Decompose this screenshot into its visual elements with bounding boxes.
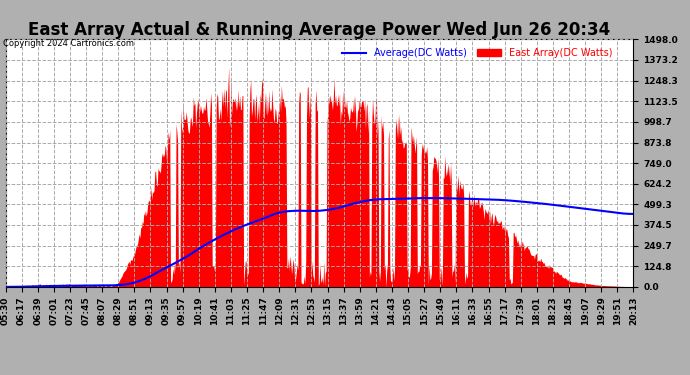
Title: East Array Actual & Running Average Power Wed Jun 26 20:34: East Array Actual & Running Average Powe…	[28, 21, 611, 39]
Legend: Average(DC Watts), East Array(DC Watts): Average(DC Watts), East Array(DC Watts)	[338, 44, 616, 62]
Text: Copyright 2024 Cartronics.com: Copyright 2024 Cartronics.com	[3, 39, 135, 48]
